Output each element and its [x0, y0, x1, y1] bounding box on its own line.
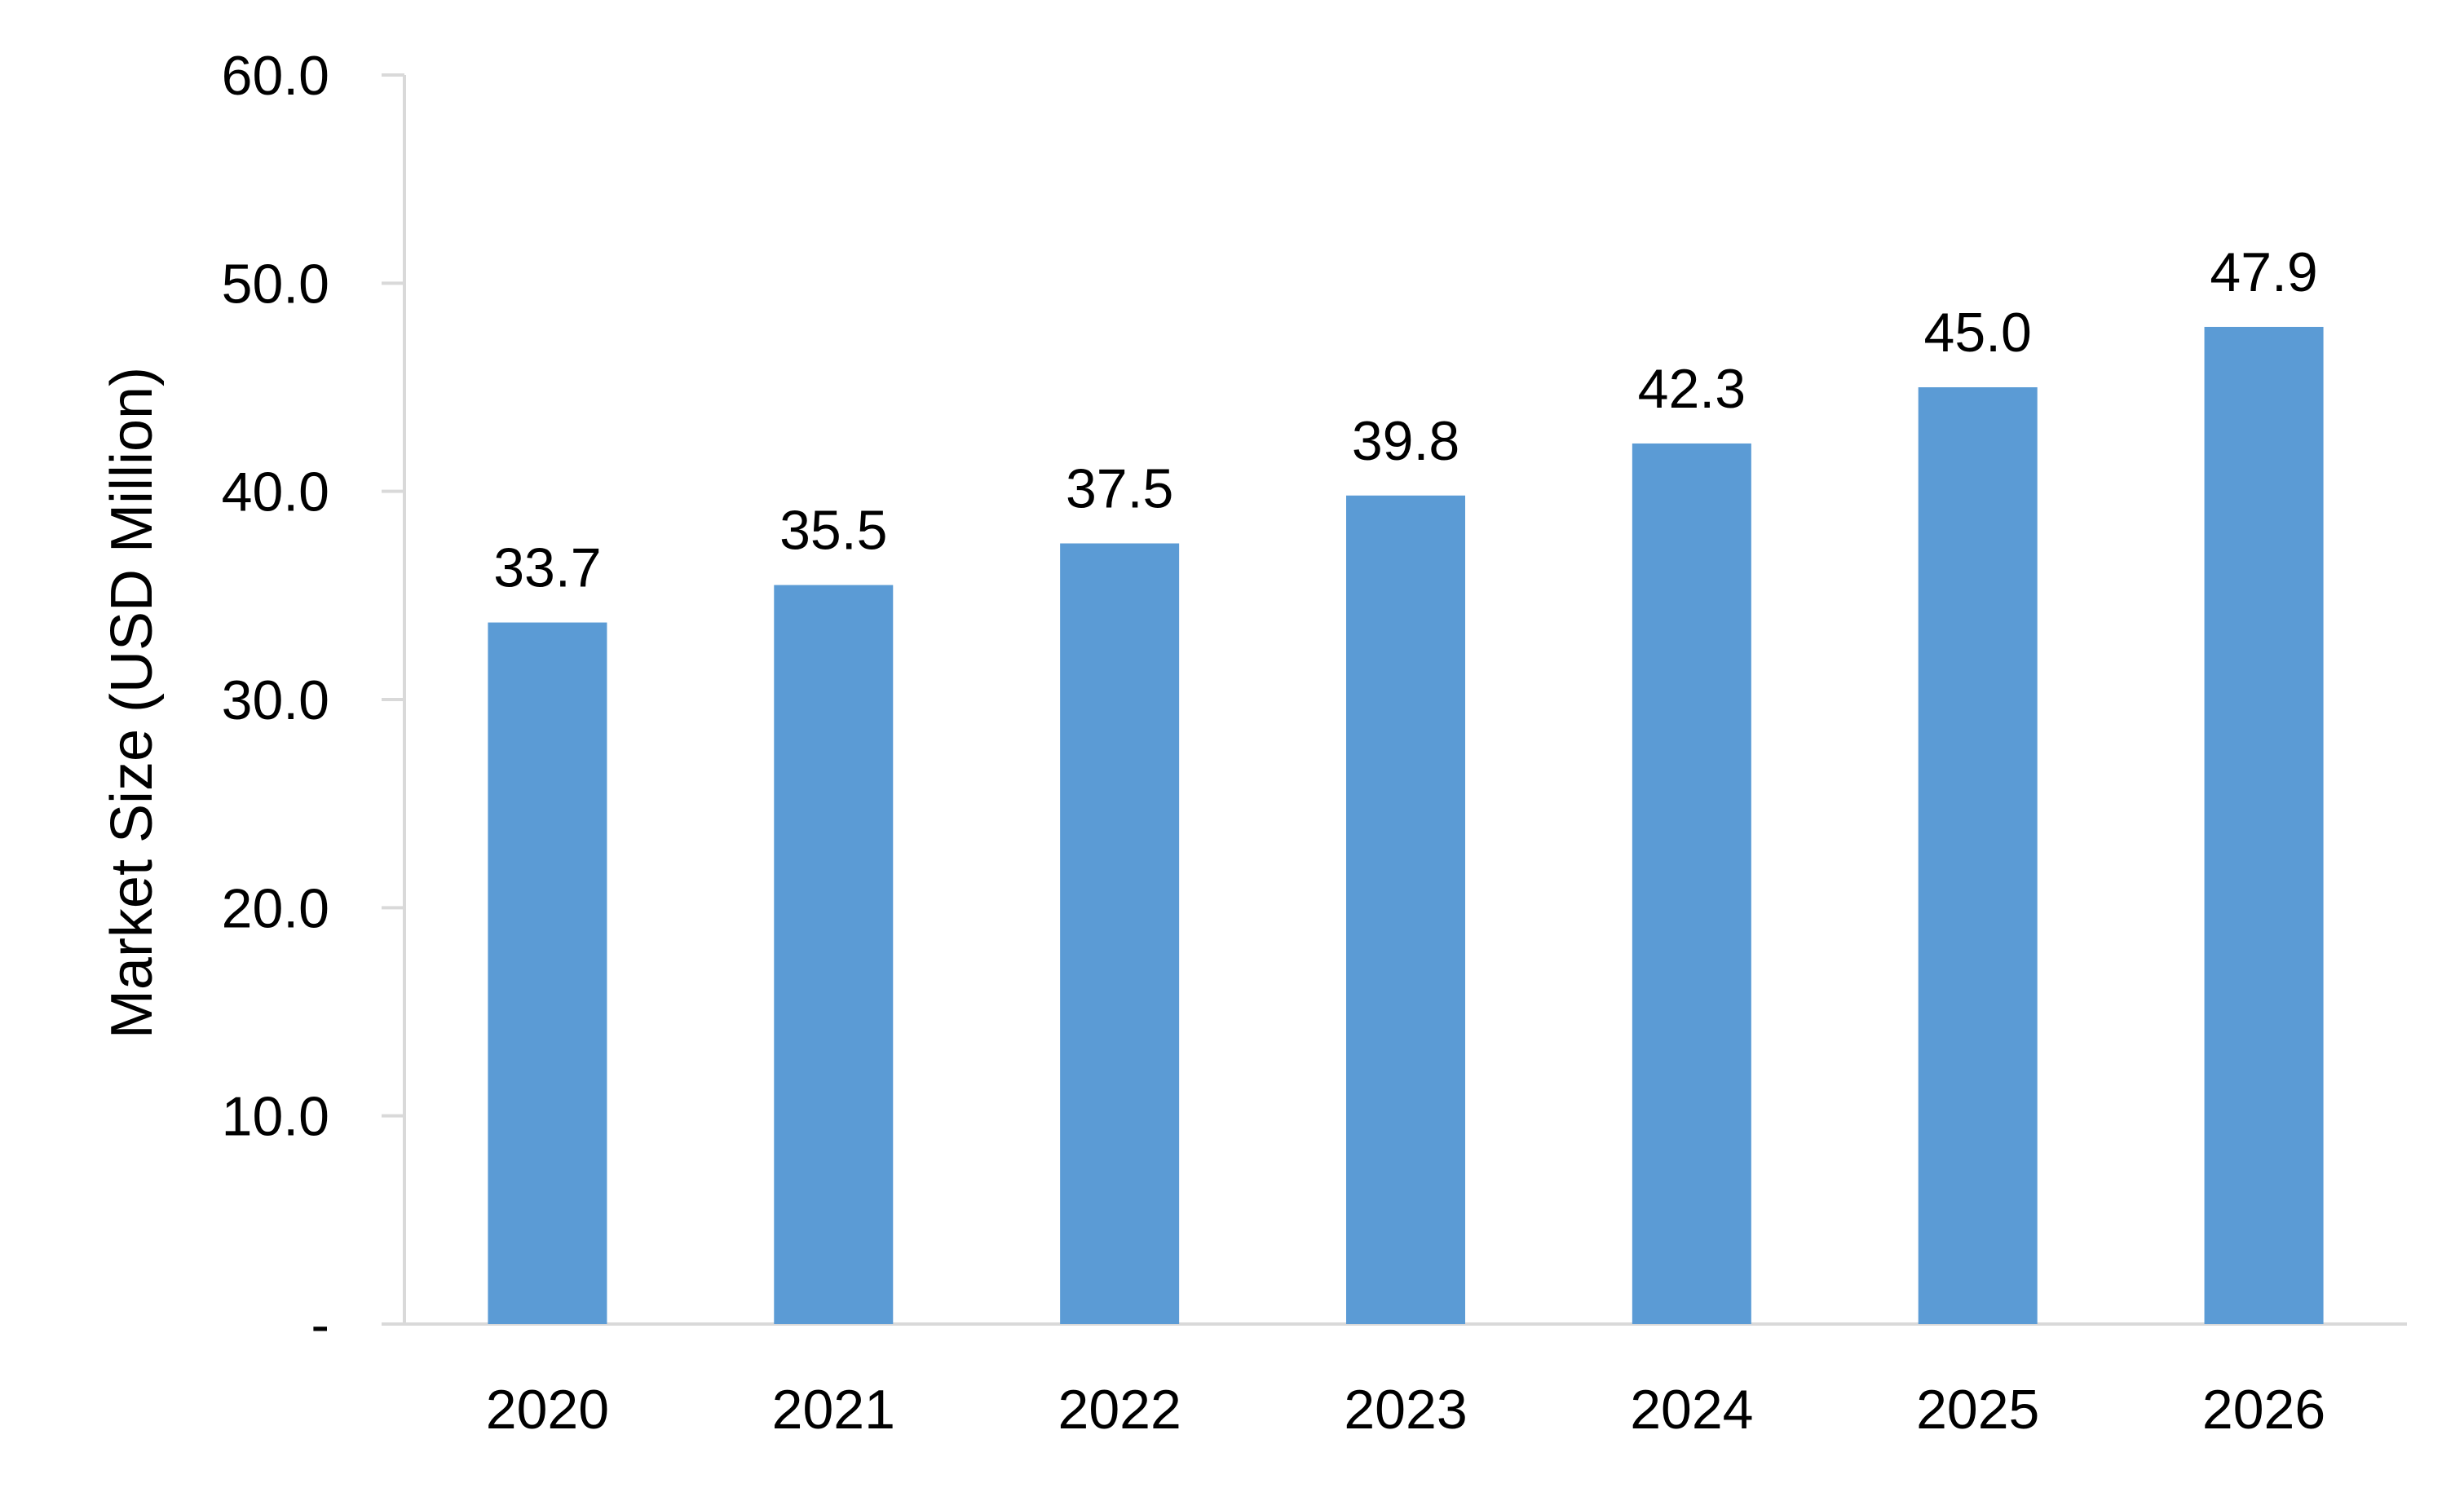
- y-tick-label: -: [311, 1294, 329, 1356]
- bar-2020: [488, 622, 607, 1324]
- data-label-2022: 37.5: [1066, 458, 1173, 520]
- bar-2023: [1346, 495, 1465, 1324]
- x-tick-label-2026: 2026: [2202, 1379, 2325, 1441]
- y-tick-label: 40.0: [222, 461, 329, 523]
- data-label-2021: 35.5: [779, 500, 887, 562]
- y-axis-title: Market Size (USD Million): [99, 367, 165, 1039]
- bars-group: [488, 326, 2324, 1325]
- data-label-2024: 42.3: [1638, 358, 1746, 420]
- y-tick-label: 20.0: [222, 877, 329, 939]
- bar-2025: [1918, 387, 2038, 1324]
- y-tick-label: 30.0: [222, 669, 329, 731]
- labels-group: 33.7 2020 35.5 2021 37.5 2022 39.8 2023 42.3 2024…: [486, 241, 2325, 1441]
- y-tick-label: 10.0: [222, 1086, 329, 1148]
- bar-2022: [1060, 543, 1180, 1324]
- data-label-2025: 45.0: [1924, 302, 2032, 364]
- x-tick-label-2022: 2022: [1058, 1379, 1181, 1441]
- bar-2024: [1632, 443, 1751, 1325]
- axes-group: - 10.0 20.0 30.0 40.0 50.0 60.0: [222, 45, 2407, 1356]
- x-tick-label-2025: 2025: [1916, 1379, 2039, 1441]
- x-tick-label-2023: 2023: [1344, 1379, 1467, 1441]
- bar-2021: [774, 585, 894, 1324]
- y-tick-label: 50.0: [222, 253, 329, 315]
- data-label-2023: 39.8: [1352, 410, 1459, 472]
- x-tick-label-2021: 2021: [772, 1379, 895, 1441]
- x-tick-label-2024: 2024: [1630, 1379, 1753, 1441]
- y-tick-label: 60.0: [222, 45, 329, 107]
- data-label-2020: 33.7: [493, 537, 601, 599]
- x-tick-label-2020: 2020: [486, 1379, 609, 1441]
- data-label-2026: 47.9: [2210, 241, 2317, 303]
- bar-2026: [2204, 326, 2324, 1324]
